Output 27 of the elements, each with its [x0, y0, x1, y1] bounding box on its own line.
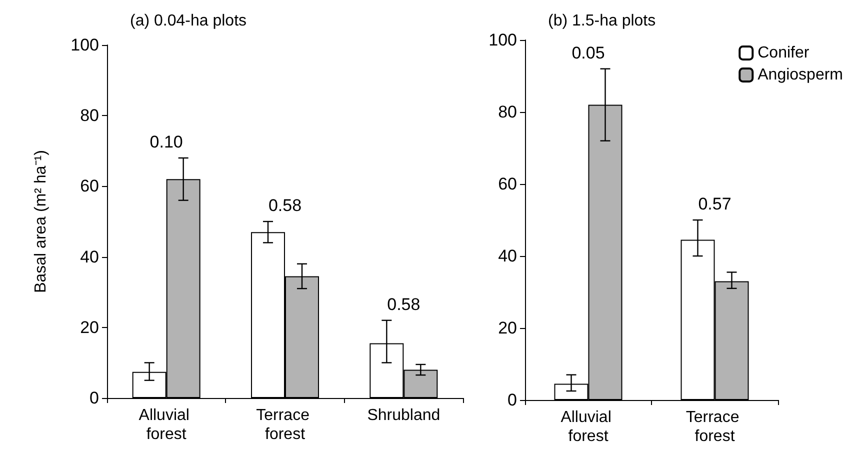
- chart-title: (a) 0.04-ha plots: [130, 12, 247, 30]
- annotation: 0.05: [572, 43, 605, 62]
- x-tick-label: Terrace forest: [256, 407, 314, 443]
- y-tick-label: 100: [488, 30, 517, 50]
- y-axis-title: Basal area (m² ha⁻¹): [32, 150, 50, 293]
- x-tick-label: Alluvial forest: [560, 409, 616, 445]
- y-tick-label: 20: [80, 318, 99, 337]
- annotation: 0.57: [698, 194, 732, 214]
- y-tick-label: 60: [80, 176, 99, 196]
- annotation: 0.58: [387, 294, 420, 314]
- y-tick-label: 80: [80, 106, 99, 126]
- annotation: 0.10: [150, 132, 183, 152]
- annotation: 0.58: [268, 196, 302, 215]
- y-tick-label: 20: [498, 318, 517, 338]
- y-tick-label: 40: [498, 246, 517, 266]
- y-tick-label: 0: [90, 388, 99, 408]
- x-tick-label: Terrace forest: [686, 409, 744, 445]
- chart-title: (b) 1.5-ha plots: [548, 12, 656, 30]
- x-tick-label: Shrubland: [367, 407, 440, 424]
- y-tick-label: 40: [80, 247, 99, 266]
- legend-label: Conifer: [758, 44, 810, 62]
- y-tick-label: 0: [508, 390, 517, 410]
- legend-label: Angiosperm: [758, 66, 843, 84]
- y-tick-label: 80: [498, 102, 517, 122]
- y-tick-label: 60: [498, 174, 517, 194]
- x-tick-label: Alluvial forest: [138, 407, 194, 443]
- y-tick-label: 100: [70, 36, 99, 54]
